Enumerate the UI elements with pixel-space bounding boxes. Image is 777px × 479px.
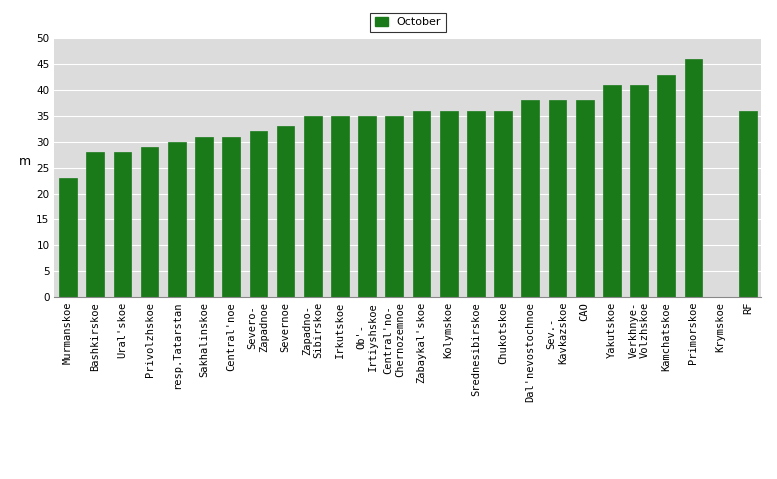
- Bar: [168, 142, 186, 297]
- Bar: [494, 111, 512, 297]
- Bar: [603, 85, 621, 297]
- Bar: [576, 101, 594, 297]
- Bar: [113, 152, 131, 297]
- Bar: [549, 101, 566, 297]
- Bar: [440, 111, 458, 297]
- Bar: [630, 85, 648, 297]
- Bar: [739, 111, 757, 297]
- Bar: [657, 75, 675, 297]
- Bar: [331, 116, 349, 297]
- Bar: [304, 116, 322, 297]
- Bar: [467, 111, 485, 297]
- Bar: [86, 152, 104, 297]
- Bar: [249, 131, 267, 297]
- Bar: [358, 116, 376, 297]
- Bar: [195, 137, 213, 297]
- Bar: [521, 101, 539, 297]
- Y-axis label: m: m: [19, 155, 31, 168]
- Bar: [59, 178, 77, 297]
- Bar: [277, 126, 294, 297]
- Bar: [413, 111, 430, 297]
- Bar: [385, 116, 403, 297]
- Bar: [685, 59, 702, 297]
- Bar: [141, 147, 159, 297]
- Bar: [222, 137, 240, 297]
- Legend: October: October: [370, 13, 446, 32]
